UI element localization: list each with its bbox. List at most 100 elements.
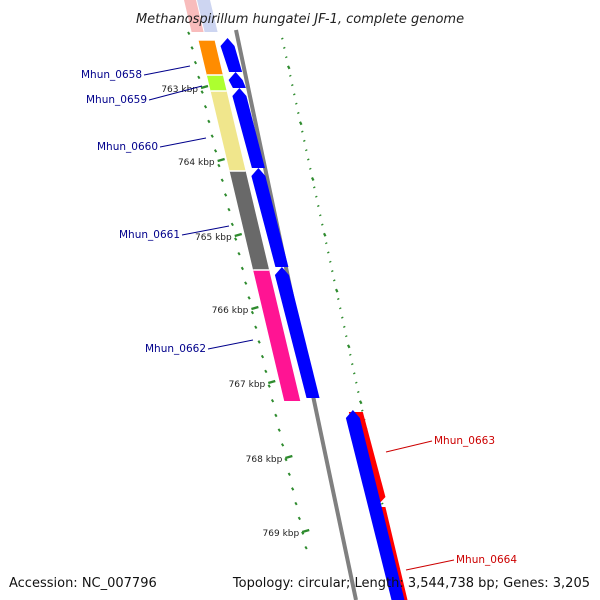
scale-major-tick [301,528,310,534]
tick-mark [333,279,336,282]
scale-tick [217,163,221,168]
gene-block-mhun_0660 [210,91,246,171]
scale-major-tick [234,232,243,238]
scale-tick [240,266,244,271]
scale-tick [274,413,278,418]
scale-tick [193,60,198,65]
gene-block-mhun_0661 [229,171,270,270]
tick-mark [341,316,344,319]
tick-mark [335,288,339,293]
tick-mark [346,344,351,349]
scale-tick [294,501,298,506]
summary-text: Topology: circular; Length: 3,544,738 bp… [232,576,590,591]
tick-mark [303,139,306,142]
gene-block-mhun_0658 [198,40,223,75]
gene-label-mhun_0659: Mhun_0659 [86,94,147,106]
scale-label: 767 kbp [229,380,266,390]
scale-major-tick [200,84,209,90]
gene-labels: Mhun_0658 Mhun_0659 Mhun_0660 Mhun_0661 Mhun… [81,65,517,571]
tick-mark [323,232,327,237]
tick-mark [297,111,300,115]
scale-tick [247,296,251,300]
tick-mark [315,195,318,198]
label-leader [405,559,455,571]
scale-track: 763 kbp 764 kbp 765 kbp 766 kbp 767 kbp 768 k… [161,31,310,550]
gene-label-mhun_0663: Mhun_0663 [434,435,495,447]
scale-label: 765 kbp [195,233,232,243]
tick-mark [311,177,315,181]
map-title: Methanospirillum hungatei JF-1, complete… [136,12,464,27]
scale-tick [267,384,271,388]
tick-mark [325,242,328,245]
tick-mark [352,372,356,375]
scale-tick [200,90,204,94]
scale-label: 763 kbp [161,85,198,95]
gene-label-mhun_0658: Mhun_0658 [81,69,142,81]
scale-tick [280,443,285,447]
tick-mark [285,56,288,59]
tick-mark [331,270,334,273]
scale-tick [260,354,265,359]
cds-arrow [220,38,243,72]
scale-tick [277,428,281,432]
tick-mark [291,84,294,87]
tick-mark [380,502,384,505]
tick-mark [327,251,330,254]
scale-tick [284,457,288,462]
label-leader [159,137,207,148]
scale-tick [304,545,308,550]
scale-tick [213,149,218,153]
scale-tick [297,516,301,521]
tick-mark [337,297,340,301]
scale-label: 764 kbp [178,158,215,168]
gene-block-mhun_0659 [206,75,227,91]
tick-mark [343,325,346,328]
tick-mark [350,363,354,366]
tick-mark [319,214,322,217]
scale-tick [227,207,231,212]
scale-tick [254,325,258,330]
label-leader [148,85,203,101]
scale-tick [210,134,214,138]
scale-tick [190,46,194,50]
scale-tick [291,487,295,491]
scale-major-tick [251,305,259,311]
cds-arrow [274,267,320,398]
scale-label: 768 kbp [246,455,283,465]
cds-arrow [251,168,289,267]
tick-mark [360,409,364,412]
label-leader [385,440,433,453]
tick-mark [293,93,296,96]
gene-label-mhun_0664: Mhun_0664 [456,554,517,566]
tick-mark [329,260,332,263]
cds-arrow [232,88,265,168]
scale-tick [207,119,211,124]
tick-mark [295,102,298,105]
tick-mark [358,400,363,405]
label-leader [207,339,254,350]
scale-tick [203,104,208,109]
tick-mark [317,204,320,208]
scale-tick [244,281,248,285]
scale-tick [224,193,228,197]
accession-text: Accession: NC_007796 [9,576,157,591]
scale-major-tick [267,379,276,385]
tick-mark [313,186,316,189]
tick-mark [309,167,312,170]
tick-mark [289,74,292,77]
tick-mark [299,121,303,126]
scale-label: 769 kbp [263,529,300,539]
cds-arrow [228,72,246,88]
tick-mark [283,46,286,49]
gene-block-mhun_0662 [253,270,301,401]
label-leader [143,65,191,76]
scale-tick [187,31,191,36]
scale-tick [220,178,224,183]
label-leader [181,225,230,236]
scale-label: 766 kbp [212,306,249,316]
scale-major-tick [285,454,293,460]
scale-tick [234,237,238,241]
gene-label-mhun_0660: Mhun_0660 [97,141,158,153]
cds-partial [197,0,218,32]
gene-label-mhun_0662: Mhun_0662 [145,343,206,355]
